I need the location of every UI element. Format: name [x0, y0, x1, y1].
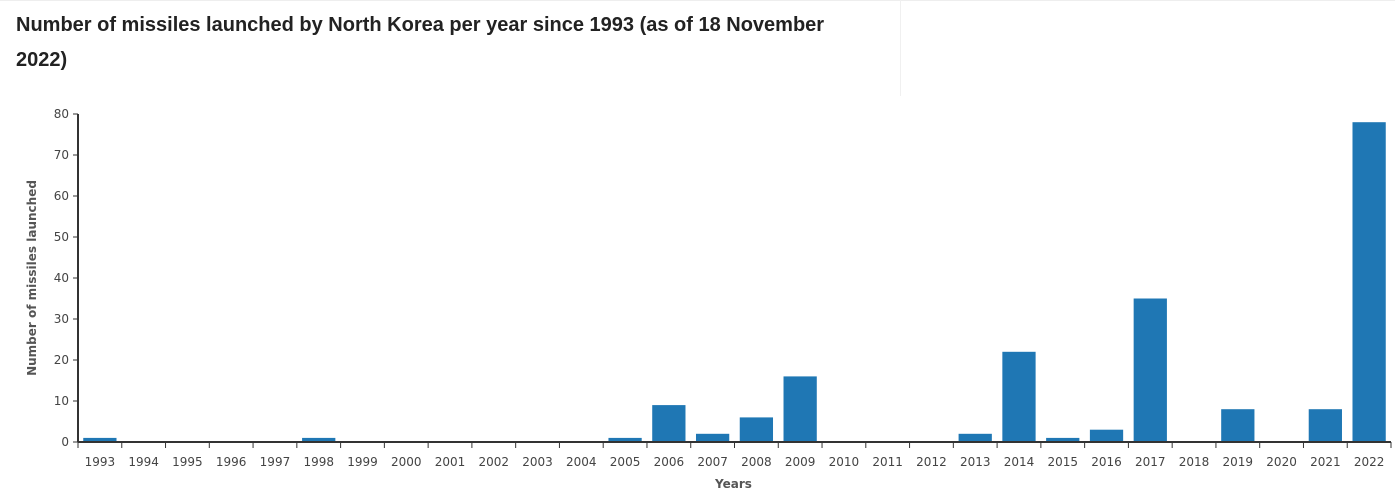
x-tick-label: 2007: [697, 455, 728, 469]
y-tick-label: 50: [54, 230, 69, 244]
x-tick-label: 1996: [216, 455, 247, 469]
y-tick-label: 30: [54, 312, 69, 326]
x-tick-label: 1995: [172, 455, 203, 469]
bar-2019: [1221, 409, 1255, 442]
bar-2013: [958, 433, 992, 442]
x-tick-label: 2003: [522, 455, 553, 469]
y-tick-label: 0: [61, 435, 69, 449]
x-tick-label: 1997: [260, 455, 291, 469]
y-tick-label: 20: [54, 353, 69, 367]
x-tick-label: 2011: [872, 455, 903, 469]
bar-1998: [302, 437, 336, 442]
bar-2021: [1308, 409, 1342, 442]
bar-2022: [1352, 122, 1386, 442]
bar-2008: [739, 417, 774, 442]
x-tick-label: 2019: [1223, 455, 1254, 469]
y-tick-label: 80: [54, 107, 69, 121]
x-tick-label: 2001: [435, 455, 466, 469]
x-axis-ticks: 1993 1994 1995 1996 1997 1998 1999 2000 2001 2002…: [77, 442, 1392, 469]
bar-1993: [83, 437, 117, 442]
x-tick-label: 2021: [1310, 455, 1341, 469]
bar-2009: [783, 376, 817, 442]
x-tick-label: 2006: [654, 455, 685, 469]
x-tick-label: 1999: [347, 455, 378, 469]
x-tick-label: 2014: [1004, 455, 1035, 469]
x-tick-label: 1994: [128, 455, 159, 469]
y-axis-label: Number of missiles launched: [25, 180, 39, 376]
x-tick-label: 2015: [1047, 455, 1078, 469]
x-tick-label: 1998: [303, 455, 334, 469]
y-tick-label: 70: [54, 148, 69, 162]
bars-group: [83, 122, 1386, 442]
card-divider: [900, 0, 901, 96]
x-tick-label: 2016: [1091, 455, 1122, 469]
x-tick-label: 2009: [785, 455, 816, 469]
x-tick-label: 2020: [1266, 455, 1297, 469]
x-tick-label: 2012: [916, 455, 947, 469]
bar-2014: [1002, 351, 1036, 442]
x-tick-label: 2005: [610, 455, 641, 469]
y-axis-ticks: 0 10 20 30 40 50 60 70 80: [54, 107, 78, 449]
x-tick-label: 2010: [829, 455, 860, 469]
bar-2016: [1089, 429, 1124, 442]
x-tick-label: 2002: [479, 455, 510, 469]
y-tick-label: 10: [54, 394, 69, 408]
bar-2005: [608, 437, 642, 442]
top-border: [0, 0, 1395, 1]
y-tick-label: 60: [54, 189, 69, 203]
x-tick-label: 2022: [1354, 455, 1385, 469]
x-tick-label: 2013: [960, 455, 991, 469]
x-tick-label: 2017: [1135, 455, 1166, 469]
x-axis-label: Years: [714, 477, 752, 490]
x-tick-label: 2000: [391, 455, 422, 469]
bar-2017: [1133, 298, 1167, 442]
bar-2007: [695, 433, 730, 442]
x-tick-label: 2004: [566, 455, 597, 469]
bar-2015: [1046, 437, 1080, 442]
x-tick-label: 1993: [85, 455, 116, 469]
y-tick-label: 40: [54, 271, 69, 285]
x-tick-label: 2008: [741, 455, 772, 469]
bar-2006: [652, 405, 686, 442]
chart-title: Number of missiles launched by North Kor…: [16, 14, 825, 71]
x-tick-label: 2018: [1179, 455, 1210, 469]
